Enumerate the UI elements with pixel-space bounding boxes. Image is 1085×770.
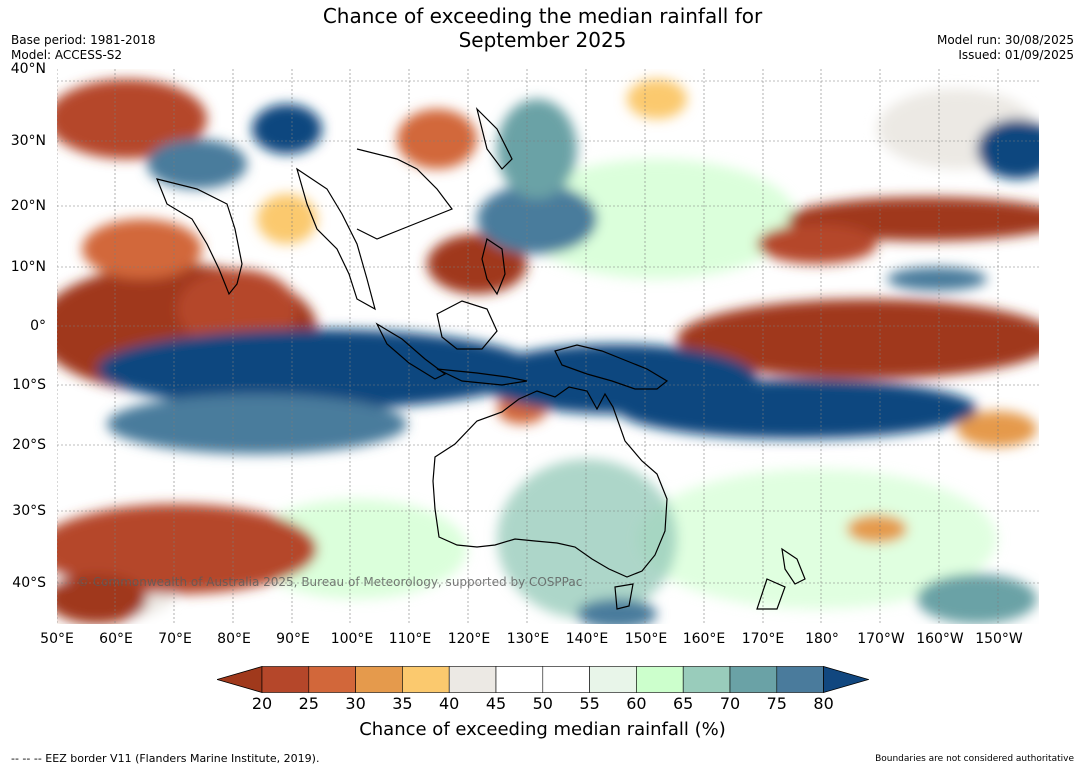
colorbar-cell bbox=[636, 666, 684, 693]
lon-label-170w: 170°W bbox=[857, 631, 905, 647]
colorbar-tick-label: 70 bbox=[719, 694, 741, 713]
lat-label-0: 0° bbox=[30, 318, 46, 334]
title-line-2: September 2025 bbox=[458, 28, 627, 52]
lon-label-150e: 150°E bbox=[624, 631, 668, 647]
colorbar-tick-label: 50 bbox=[532, 694, 553, 713]
colorbar-cell bbox=[729, 666, 778, 693]
lon-label-160w: 160°W bbox=[916, 631, 964, 647]
model-name: Model: ACCESS-S2 bbox=[11, 48, 123, 62]
boundary-disclaimer: Boundaries are not considered authoritat… bbox=[875, 754, 1074, 764]
lon-label-80e: 80°E bbox=[217, 631, 251, 647]
colorbar-tick-label: 65 bbox=[673, 694, 694, 713]
map-title: Chance of exceeding the median rainfall … bbox=[0, 4, 1085, 52]
colorbar-tick-label: 55 bbox=[579, 694, 600, 713]
colorbar-extend-low bbox=[217, 666, 263, 694]
probability-field bbox=[57, 79, 1039, 624]
colorbar-tick-label: 60 bbox=[626, 694, 647, 713]
colorbar-cell bbox=[308, 666, 356, 693]
lat-label-20s: 20°S bbox=[12, 437, 46, 453]
meta-left: Base period: 1981-2018 Model: ACCESS-S2 bbox=[11, 33, 156, 63]
lat-label-40n: 40°N bbox=[10, 61, 46, 77]
eez-border-note: -- -- -- EEZ border V11 (Flanders Marine… bbox=[11, 752, 320, 765]
colorbar-tick-label: 30 bbox=[345, 694, 366, 713]
colorbar-cell bbox=[542, 666, 590, 693]
lon-label-140e: 140°E bbox=[565, 631, 609, 647]
lon-label-130e: 130°E bbox=[506, 631, 550, 647]
graticule bbox=[57, 69, 1039, 624]
lat-label-30s: 30°S bbox=[12, 503, 46, 519]
lon-label-110e: 110°E bbox=[388, 631, 432, 647]
lat-label-10n: 10°N bbox=[10, 259, 46, 275]
issued-date: Issued: 01/09/2025 bbox=[958, 48, 1074, 62]
colorbar-cell bbox=[402, 666, 450, 693]
lon-label-100e: 100°E bbox=[330, 631, 374, 647]
colorbar-cell bbox=[589, 666, 637, 693]
colorbar-tick-label: 25 bbox=[298, 694, 319, 713]
lon-label-120e: 120°E bbox=[447, 631, 491, 647]
colorbar-cell bbox=[682, 666, 731, 693]
colorbar-tick-label: 80 bbox=[813, 694, 834, 713]
lon-label-150w: 150°W bbox=[975, 631, 1023, 647]
colorbar-cells bbox=[217, 666, 869, 694]
colorbar-title: Chance of exceeding median rainfall (%) bbox=[359, 719, 726, 740]
colorbar bbox=[217, 666, 869, 694]
lon-label-160e: 160°E bbox=[682, 631, 726, 647]
colorbar-cell bbox=[355, 666, 403, 693]
colorbar-tick-label: 75 bbox=[766, 694, 787, 713]
lat-label-10s: 10°S bbox=[12, 377, 46, 393]
copyright-notice: © Commonwealth of Australia 2025, Bureau… bbox=[77, 575, 582, 589]
lon-label-60e: 60°E bbox=[99, 631, 133, 647]
lat-label-40s: 40°S bbox=[12, 575, 46, 591]
colorbar-cell bbox=[261, 666, 310, 693]
meta-right: Model run: 30/08/2025 Issued: 01/09/2025 bbox=[937, 33, 1074, 63]
colorbar-cell bbox=[495, 666, 544, 693]
base-period: Base period: 1981-2018 bbox=[11, 33, 156, 47]
colorbar-tick-label: 35 bbox=[392, 694, 413, 713]
colorbar-cell bbox=[776, 666, 824, 693]
lon-label-90e: 90°E bbox=[276, 631, 310, 647]
colorbar-tick-label: 20 bbox=[251, 694, 273, 713]
coastlines bbox=[156, 107, 806, 610]
lon-label-170e: 170°E bbox=[741, 631, 785, 647]
lon-label-70e: 70°E bbox=[158, 631, 192, 647]
model-run: Model run: 30/08/2025 bbox=[936, 33, 1074, 47]
lat-label-30n: 30°N bbox=[10, 133, 46, 149]
colorbar-extend-high bbox=[823, 666, 869, 694]
colorbar-cell bbox=[448, 666, 497, 693]
lon-label-180: 180° bbox=[805, 631, 839, 647]
colorbar-tick-label: 40 bbox=[439, 694, 460, 713]
rainfall-map: © Commonwealth of Australia 2025, Bureau… bbox=[57, 69, 1039, 624]
title-line-1: Chance of exceeding the median rainfall … bbox=[322, 4, 763, 28]
colorbar-tick-label: 45 bbox=[485, 694, 507, 713]
lon-label-50e: 50°E bbox=[40, 631, 74, 647]
lat-label-20n: 20°N bbox=[10, 198, 46, 214]
